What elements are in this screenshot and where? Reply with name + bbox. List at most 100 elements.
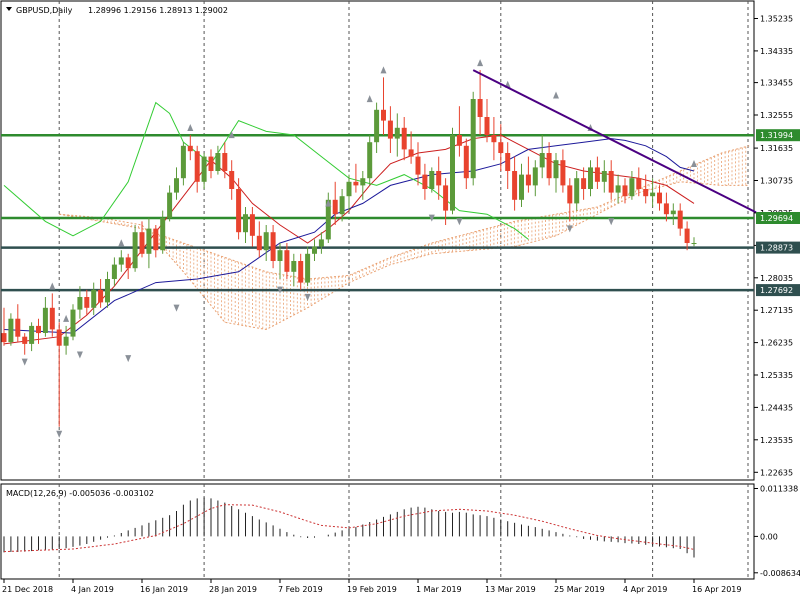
candle-body <box>574 178 580 204</box>
time-tick-label: 7 Feb 2019 <box>278 585 323 594</box>
candle-body <box>691 243 697 244</box>
candle-body <box>312 246 317 254</box>
candle-body <box>22 336 28 344</box>
candle-body <box>636 178 642 189</box>
dropdown-arrow-icon[interactable] <box>6 7 12 11</box>
price-tick-label: 1.32555 <box>760 111 793 120</box>
symbol-label: GBPUSD,Daily <box>16 6 73 15</box>
level-label-box <box>756 129 800 142</box>
time-tick-label: 1 Mar 2019 <box>416 585 462 594</box>
candle-body <box>201 156 207 182</box>
fractal-down-arrow <box>608 218 615 226</box>
candle-body <box>229 171 235 189</box>
candle-body <box>519 174 524 200</box>
candle-body <box>236 189 242 233</box>
price-tick-label: 1.28035 <box>760 274 793 283</box>
price-tick-label: 1.23535 <box>760 436 793 445</box>
fractal-up-arrow <box>366 95 373 103</box>
candle-body <box>670 210 676 215</box>
candle-body <box>132 232 138 269</box>
candle-body <box>270 232 276 261</box>
candle-body <box>346 181 352 197</box>
candle-body <box>381 109 386 121</box>
candle-body <box>525 174 531 186</box>
macd-axis: 0.011338 0.00 -0.008634 <box>754 485 800 578</box>
candle-body <box>567 185 573 204</box>
price-tick-label: 1.31635 <box>760 144 793 153</box>
chart-header: GBPUSD,Daily 1.28996 1.29156 1.28913 1.2… <box>6 6 228 15</box>
fractal-up-arrow <box>477 59 484 67</box>
candle-body <box>608 171 614 193</box>
candle-body <box>284 250 290 272</box>
time-tick-label: 4 Apr 2019 <box>623 585 667 594</box>
candle-body <box>677 210 683 229</box>
candle-body <box>125 257 131 269</box>
fractal-down-arrow <box>428 214 435 222</box>
fractal-up-arrow <box>228 131 235 139</box>
candle-body <box>684 228 690 243</box>
level-label-text: 1.28873 <box>760 244 793 253</box>
macd-panel: MACD(12,26,9) -0.005036 -0.003102 <box>0 483 755 580</box>
fractal-down-arrow <box>56 430 63 438</box>
descending-trendline <box>472 69 757 214</box>
trendline <box>472 69 757 214</box>
candle-body <box>222 153 228 171</box>
macd-signal-line <box>3 504 695 553</box>
candle-body <box>546 153 552 179</box>
candle-body <box>408 149 414 157</box>
fractal-down-arrow <box>125 355 132 363</box>
price-tick-label: 1.30735 <box>760 177 793 186</box>
candle-body <box>160 217 166 251</box>
fractal-up-arrow <box>380 66 387 74</box>
main-panel-frame <box>0 0 755 481</box>
ohlc-values: 1.28996 1.29156 1.28913 1.29002 <box>88 6 228 15</box>
candle-body <box>560 160 566 186</box>
candle-body <box>249 214 255 236</box>
time-tick-label: 25 Mar 2019 <box>554 585 605 594</box>
level-price-labels: 1.31994 1.29694 1.28873 1.27692 <box>756 129 800 297</box>
fractal-up-arrow <box>187 123 194 131</box>
candle-body <box>477 99 483 117</box>
candle-body <box>387 120 393 139</box>
candle-body <box>539 153 545 168</box>
candle-body <box>29 325 35 344</box>
ichimoku-cloud <box>59 145 750 331</box>
candle-body <box>643 189 649 197</box>
candle-body <box>111 264 117 279</box>
macd-panel-frame <box>0 483 755 580</box>
candle-body <box>657 192 662 204</box>
candle-body <box>360 178 366 186</box>
fractal-up-arrow <box>553 91 559 99</box>
fractal-down-arrow <box>566 225 573 233</box>
candle-body <box>663 203 669 215</box>
level-label-box <box>756 241 800 254</box>
candle-body <box>263 232 269 251</box>
fractal-down-arrow <box>456 218 463 226</box>
fractal-up-arrow <box>118 239 125 247</box>
candle-body <box>450 135 455 211</box>
candle-body <box>56 329 62 346</box>
candle-body <box>174 178 179 193</box>
candle-body <box>325 199 331 240</box>
candle-body <box>146 228 152 254</box>
level-label-box <box>756 284 800 297</box>
candle-body <box>91 289 97 308</box>
candle-body <box>463 145 469 179</box>
candle-body <box>305 253 311 283</box>
candle-body <box>139 232 145 254</box>
macd-signal-path <box>3 504 695 553</box>
candle-body <box>36 325 41 334</box>
candle-body <box>353 181 359 186</box>
candle-body <box>401 127 407 150</box>
candle-body <box>491 135 497 143</box>
candle-body <box>63 336 69 346</box>
price-tick-label: 1.26235 <box>760 339 793 348</box>
candle-body <box>650 192 656 197</box>
candle-body <box>84 297 90 308</box>
fractal-up-arrow <box>691 159 697 167</box>
candle-body <box>512 171 518 200</box>
candle-body <box>443 185 449 211</box>
candle-body <box>277 250 283 261</box>
candle-body <box>339 196 345 215</box>
candle-body <box>532 167 538 186</box>
